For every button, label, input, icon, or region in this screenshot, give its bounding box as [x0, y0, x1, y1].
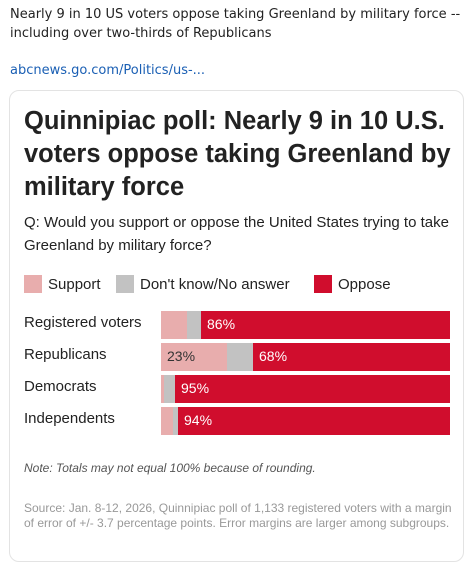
data-label: 23% [167, 348, 196, 364]
bar-row: Registered voters 86% [10, 311, 463, 339]
bar-segment-support [161, 375, 164, 403]
poll-question: Q: Would you support or oppose the Unite… [24, 214, 449, 254]
bar-segment-dont-know [187, 311, 201, 339]
bar: 86% [161, 311, 450, 339]
chart-source: Source: Jan. 8-12, 2026, Quinnipiac poll… [24, 501, 452, 530]
legend-label-oppose: Oppose [338, 275, 391, 293]
chart-note: Note: Totals may not equal 100% because … [24, 461, 316, 475]
bar-segment-support [161, 311, 187, 339]
bar-segment-dont-know [227, 343, 253, 371]
article-link[interactable]: abcnews.go.com/Politics/us-... [10, 63, 206, 78]
bar: 23% 68% [161, 343, 450, 371]
legend-item-support: Support [24, 274, 101, 294]
category-label: Registered voters [24, 314, 142, 331]
bar-row: Democrats 95% [10, 375, 463, 403]
category-label: Democrats [24, 378, 97, 395]
bar-segment-oppose: 68% [253, 343, 450, 371]
bar-segment-dont-know [164, 375, 175, 403]
legend-label-support: Support [48, 275, 101, 293]
bar: 95% [161, 375, 450, 403]
legend-item-dont-know: Don't know/No answer [116, 274, 290, 294]
bar-row: Republicans 23% 68% [10, 343, 463, 371]
post-text: Nearly 9 in 10 US voters oppose taking G… [10, 7, 461, 41]
poll-card[interactable]: Quinnipiac poll: Nearly 9 in 10 U.S. vot… [9, 90, 464, 562]
stacked-bar-chart: Registered voters 86% Republicans 23% 68% Dem… [10, 311, 463, 441]
bar-row: Independents 94% [10, 407, 463, 435]
data-label: 94% [184, 412, 213, 428]
data-label: 68% [259, 348, 288, 364]
category-label: Republicans [24, 346, 107, 363]
bar-segment-dont-know [173, 407, 178, 435]
legend-swatch-support [24, 275, 42, 293]
data-label: 95% [181, 380, 210, 396]
bar-segment-support: 23% [161, 343, 227, 371]
bar: 94% [161, 407, 450, 435]
legend-swatch-oppose [314, 275, 332, 293]
category-label: Independents [24, 410, 115, 427]
legend-swatch-dont-know [116, 275, 134, 293]
bar-segment-oppose: 86% [201, 311, 450, 339]
chart-title: Quinnipiac poll: Nearly 9 in 10 U.S. vot… [24, 107, 451, 201]
legend-label-dont-know: Don't know/No answer [140, 275, 290, 293]
data-label: 86% [207, 316, 236, 332]
legend-item-oppose: Oppose [314, 274, 391, 294]
bar-segment-oppose: 94% [178, 407, 450, 435]
bar-segment-support [161, 407, 173, 435]
bar-segment-oppose: 95% [175, 375, 450, 403]
